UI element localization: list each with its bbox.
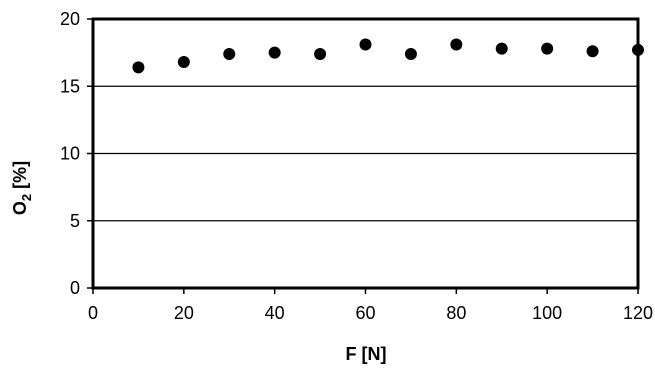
x-tick-label: 20 xyxy=(174,303,194,323)
data-point xyxy=(495,42,508,55)
y-tick-label: 20 xyxy=(60,9,80,29)
y-tick-label: 5 xyxy=(70,211,80,231)
x-tick-label: 120 xyxy=(623,303,653,323)
y-axis-title-unit: [%] xyxy=(10,161,30,194)
data-point xyxy=(314,47,327,60)
y-tick-label: 0 xyxy=(70,278,80,298)
data-point xyxy=(223,47,236,60)
x-axis-title: F [N] xyxy=(346,344,387,364)
y-axis-title-subscript: 2 xyxy=(19,194,34,201)
x-tick-label: 60 xyxy=(355,303,375,323)
x-tick-label: 0 xyxy=(88,303,98,323)
data-points xyxy=(132,38,644,74)
x-tick-label: 80 xyxy=(446,303,466,323)
x-tick-label: 100 xyxy=(532,303,562,323)
data-point xyxy=(359,38,372,51)
y-axis-title-main: O xyxy=(10,201,30,215)
data-point xyxy=(132,61,145,74)
data-point xyxy=(450,38,463,51)
x-axis-ticks: 0 20 40 60 80 100 120 xyxy=(88,288,653,323)
y-tick-label: 10 xyxy=(60,144,80,164)
gridlines xyxy=(93,85,638,222)
data-point xyxy=(177,56,190,69)
y-axis-title: O2 [%] xyxy=(10,161,34,215)
data-point xyxy=(632,43,644,56)
data-point xyxy=(404,47,417,60)
y-axis-ticks: 0 5 10 15 20 xyxy=(60,9,93,298)
y-tick-label: 15 xyxy=(60,76,80,96)
data-point xyxy=(586,45,599,58)
x-tick-label: 40 xyxy=(265,303,285,323)
data-point xyxy=(268,46,281,59)
data-point xyxy=(541,42,554,55)
